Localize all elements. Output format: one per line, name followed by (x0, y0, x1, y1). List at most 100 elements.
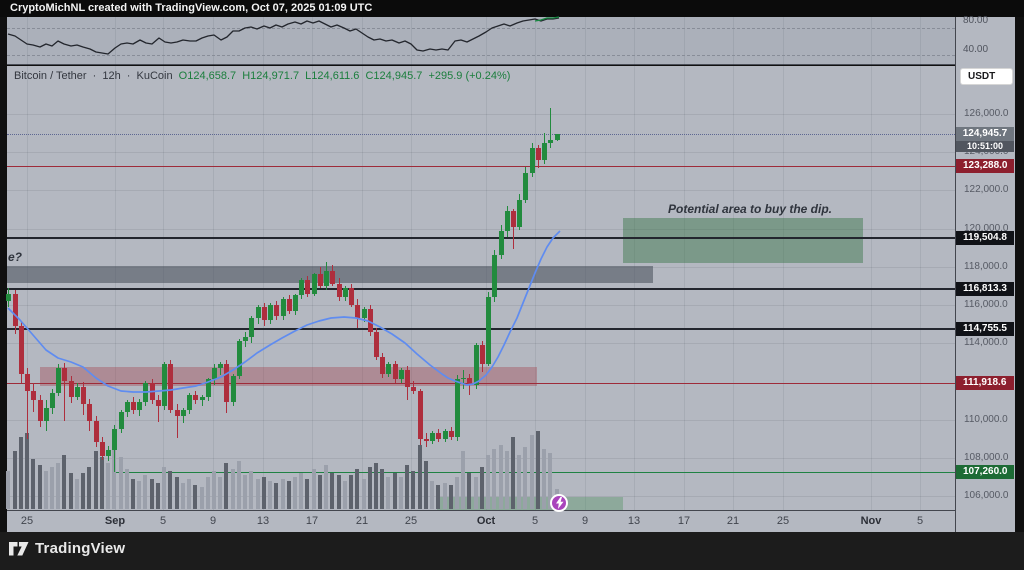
candle-body[interactable] (548, 140, 553, 143)
symbol-name[interactable]: Bitcoin / Tether (14, 70, 87, 82)
price-level-line[interactable] (113, 472, 955, 473)
price-level-line[interactable] (7, 288, 955, 290)
candle-body[interactable] (200, 397, 205, 400)
candle-body[interactable] (224, 364, 229, 402)
candle-body[interactable] (318, 274, 323, 286)
candle-body[interactable] (293, 295, 298, 311)
buy-dip-annotation[interactable]: Potential area to buy the dip. (667, 202, 833, 216)
candle-body[interactable] (243, 337, 248, 341)
candle-body[interactable] (461, 378, 466, 379)
candle-body[interactable] (505, 211, 510, 231)
candle-body[interactable] (555, 134, 560, 140)
candle-body[interactable] (19, 326, 24, 374)
candle-body[interactable] (511, 211, 516, 227)
clipped-left-annotation[interactable]: e? (8, 250, 23, 264)
candle-body[interactable] (50, 393, 55, 408)
candle-body[interactable] (380, 357, 385, 374)
candle-body[interactable] (523, 173, 528, 200)
candle-body[interactable] (305, 280, 310, 294)
candle-body[interactable] (143, 383, 148, 402)
candle-body[interactable] (69, 381, 74, 397)
candle-body[interactable] (424, 439, 429, 441)
candle-body[interactable] (287, 299, 292, 311)
candle-body[interactable] (13, 294, 18, 326)
candle-body[interactable] (517, 200, 522, 227)
candle-body[interactable] (106, 450, 111, 456)
candle-body[interactable] (62, 368, 67, 381)
candle-body[interactable] (119, 412, 124, 429)
candle-body[interactable] (175, 410, 180, 416)
candle-body[interactable] (249, 318, 254, 337)
candle-body[interactable] (156, 400, 161, 406)
candle-body[interactable] (355, 305, 360, 318)
symbol-legend[interactable]: Bitcoin / Tether · 12h · KuCoin O124,658… (14, 70, 513, 82)
candle-body[interactable] (162, 364, 167, 406)
candle-body[interactable] (274, 305, 279, 316)
candle-body[interactable] (474, 345, 479, 385)
candle-body[interactable] (486, 297, 491, 364)
candle-body[interactable] (480, 345, 485, 364)
candle-body[interactable] (218, 364, 223, 368)
candle-body[interactable] (131, 402, 136, 410)
candle-body[interactable] (94, 421, 99, 442)
candle-body[interactable] (168, 364, 173, 410)
candle-body[interactable] (31, 391, 36, 400)
candle-body[interactable] (281, 299, 286, 316)
candle-body[interactable] (75, 387, 80, 397)
candle-body[interactable] (530, 148, 535, 173)
candle-body[interactable] (181, 410, 186, 416)
candle-body[interactable] (374, 332, 379, 357)
candle-body[interactable] (262, 307, 267, 320)
candle-body[interactable] (436, 433, 441, 439)
candle-body[interactable] (268, 305, 273, 320)
candle-body[interactable] (536, 148, 541, 160)
candle-body[interactable] (324, 271, 329, 286)
candle-body[interactable] (443, 431, 448, 439)
flash-event-marker-icon[interactable] (550, 494, 568, 512)
candle-body[interactable] (362, 309, 367, 318)
candle-body[interactable] (100, 442, 105, 456)
candle-body[interactable] (405, 370, 410, 387)
candle-body[interactable] (212, 368, 217, 379)
price-level-line[interactable] (7, 237, 955, 239)
candle-body[interactable] (299, 280, 304, 295)
candle-body[interactable] (125, 402, 130, 412)
candle-body[interactable] (418, 391, 423, 439)
price-level-line[interactable] (7, 328, 955, 330)
candle-body[interactable] (386, 364, 391, 374)
candle-body[interactable] (399, 370, 404, 379)
candle-body[interactable] (56, 368, 61, 393)
time-axis[interactable] (7, 510, 955, 532)
candle-body[interactable] (237, 341, 242, 376)
candle-body[interactable] (499, 231, 504, 255)
candle-body[interactable] (25, 374, 30, 391)
candle-body[interactable] (343, 288, 348, 297)
candle-body[interactable] (38, 400, 43, 421)
candle-body[interactable] (449, 431, 454, 437)
price-axis[interactable] (955, 17, 1015, 532)
candle-body[interactable] (349, 288, 354, 305)
currency-toggle-button[interactable]: USDT (960, 68, 1013, 85)
tradingview-logo[interactable]: TradingView (9, 540, 125, 557)
candle-body[interactable] (430, 433, 435, 441)
candle-body[interactable] (231, 376, 236, 402)
candle-body[interactable] (150, 383, 155, 400)
interval-label[interactable]: 12h (102, 70, 121, 82)
candle-body[interactable] (492, 255, 497, 297)
candle-body[interactable] (411, 387, 416, 391)
green-buy-dip-zone[interactable] (623, 218, 863, 263)
candle-body[interactable] (455, 379, 460, 437)
candle-body[interactable] (112, 429, 117, 450)
candle-body[interactable] (337, 284, 342, 297)
candle-body[interactable] (193, 395, 198, 400)
candle-body[interactable] (330, 271, 335, 284)
price-level-line[interactable] (7, 166, 955, 167)
candle-body[interactable] (368, 309, 373, 332)
candle-body[interactable] (187, 395, 192, 410)
candle-body[interactable] (312, 274, 317, 294)
candle-body[interactable] (393, 364, 398, 379)
candle-body[interactable] (206, 379, 211, 397)
candle-body[interactable] (137, 402, 142, 410)
candle-body[interactable] (81, 387, 86, 404)
candle-body[interactable] (6, 294, 11, 301)
